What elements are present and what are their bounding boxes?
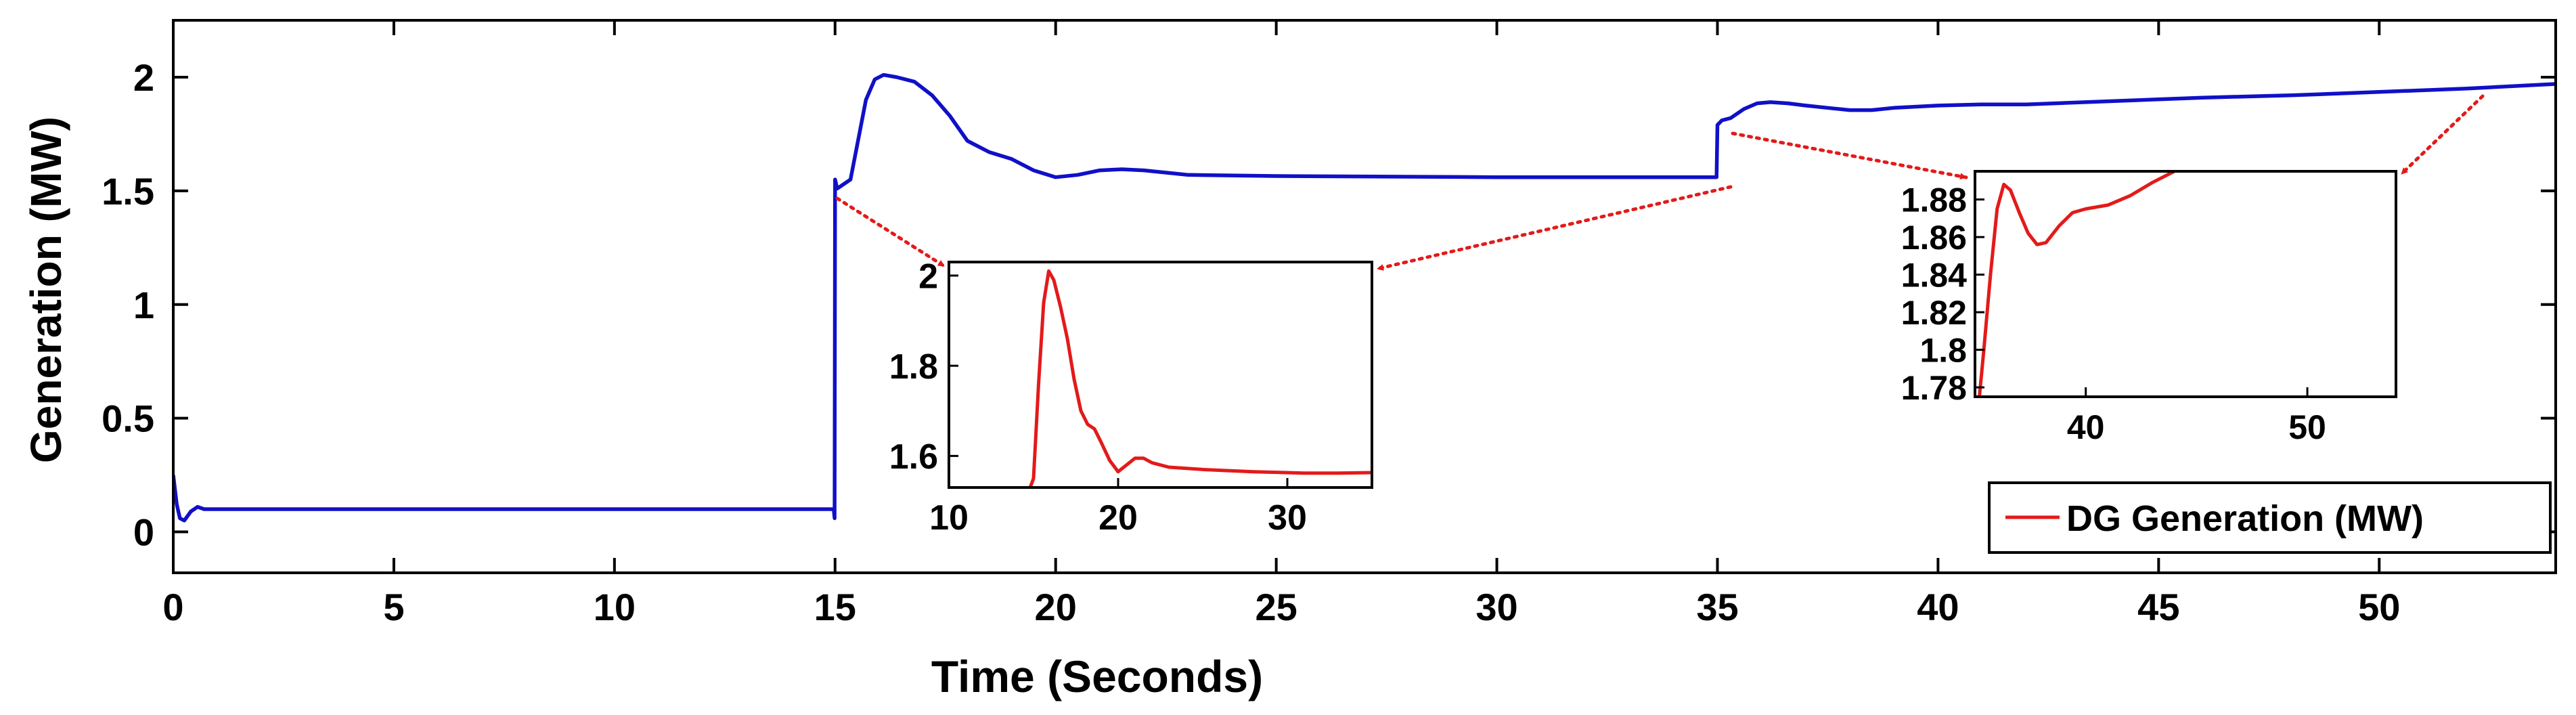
inset-2: 40 50 1.781.81.821.841.861.88 (1901, 170, 2397, 446)
x-tick-label: 35 (1696, 586, 1738, 628)
y-tick-label: 1 (133, 284, 154, 326)
zoom-arrow (2399, 94, 2485, 176)
legend: DG Generation (MW) (1988, 481, 2552, 554)
x-tick-label: 45 (2137, 586, 2179, 628)
inset-plot-area (1975, 171, 2396, 397)
inset-x-tick-label: 20 (1098, 498, 1138, 538)
inset-y-tick-label: 1.6 (889, 437, 938, 477)
main-axes-frame (172, 19, 2557, 574)
inset-y-tick-label: 1.8 (1919, 332, 1967, 370)
inset-x-tick-label: 10 (929, 498, 969, 538)
zoom-arrow (835, 196, 946, 268)
y-tick-label: 2 (133, 56, 154, 99)
y-tick-label: 0 (133, 511, 154, 554)
zoom-arrows (835, 94, 2485, 271)
inset-series-line (1028, 269, 1372, 488)
y-tick-label: 0.5 (102, 397, 154, 440)
inset-series-line (1978, 171, 2175, 397)
inset-frame (1974, 170, 2397, 398)
inset-x-tick-label: 30 (1268, 498, 1307, 538)
inset-y-tick-label: 1.82 (1901, 294, 1967, 332)
inset-plot-area (949, 262, 1372, 488)
inset-y-tick-label: 1.88 (1901, 181, 1967, 219)
y-axis-label: Generation (MW) (22, 116, 70, 463)
x-tick-label: 10 (594, 586, 636, 628)
inset-y-tick-label: 1.78 (1901, 369, 1967, 407)
x-tick-label: 50 (2358, 586, 2400, 628)
legend-label: DG Generation (MW) (2066, 498, 2424, 539)
x-tick-label: 15 (814, 586, 856, 628)
x-tick-label: 40 (1917, 586, 1959, 628)
inset-x-tick-label: 40 (2067, 408, 2105, 446)
generation-series-line (173, 72, 2556, 523)
inset-frame (948, 261, 1373, 489)
zoom-arrow (1375, 185, 1733, 271)
y-tick-label: 1.5 (102, 170, 154, 213)
inset-x-tick-label: 50 (2288, 408, 2326, 446)
x-axis-label: Time (Seconds) (931, 651, 1263, 701)
x-tick-label: 25 (1255, 586, 1297, 628)
x-tick-label: 5 (383, 586, 404, 628)
x-tick-label: 20 (1035, 586, 1077, 628)
x-tick-label: 30 (1475, 586, 1517, 628)
inset-y-tick-label: 1.86 (1901, 219, 1967, 257)
inset-1: 10 20 30 1.6 1.8 2 (889, 257, 1373, 538)
inset-y-tick-label: 2 (918, 257, 938, 297)
inset-y-tick-label: 1.8 (889, 347, 938, 387)
zoom-arrow (1731, 131, 1968, 180)
x-tick-label: 0 (162, 586, 183, 628)
legend-box (1988, 481, 2552, 554)
inset-y-tick-label: 1.84 (1901, 257, 1968, 295)
